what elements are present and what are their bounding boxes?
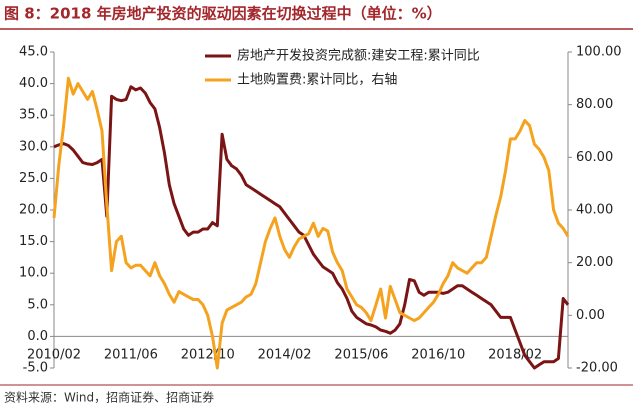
series-line [52,76,570,370]
chart-title: 图 8：2018 年房地产投资的驱动因素在切换过程中（单位：%） [4,5,442,23]
y-tick-label: 5.0 [27,297,48,312]
y-tick-label: 35.0 [19,108,48,123]
y2-tick-label: 100.00 [576,45,622,60]
y-tick-label: 10.0 [19,266,48,281]
y-tick-label: 0.0 [27,329,48,344]
series-line [53,85,570,370]
y2-tick-label: 0.00 [576,308,605,323]
x-tick-label: 2011/06 [104,348,158,363]
x-tick-label: 2010/02 [27,348,81,363]
y2-tick-label: 60.00 [576,150,613,165]
y-tick-label: 45.0 [19,45,48,60]
source: 资料来源：Wind，招商证券、招商证券 [4,390,214,405]
x-tick-label: 2012/10 [181,348,235,363]
y-tick-label: -5.0 [23,361,48,376]
legend-label: 房地产开发投资完成额:建安工程:累计同比 [237,48,480,64]
y2-tick-label: -20.00 [576,361,618,376]
y2-tick-label: 80.00 [576,97,613,112]
y-tick-label: 25.0 [19,171,48,186]
y-tick-label: 15.0 [19,234,48,249]
y-tick-label: 20.0 [19,203,48,218]
x-tick-label: 2015/06 [334,348,388,363]
x-tick-label: 2014/02 [258,348,312,363]
y2-tick-label: 20.00 [576,255,613,270]
y2-tick-label: 40.00 [576,203,613,218]
x-tick-label: 2018/02 [488,348,542,363]
legend-label: 土地购置费:累计同比，右轴 [237,72,397,88]
y-tick-label: 40.0 [19,76,48,91]
x-tick-label: 2016/10 [411,348,465,363]
y-tick-label: 30.0 [19,139,48,154]
